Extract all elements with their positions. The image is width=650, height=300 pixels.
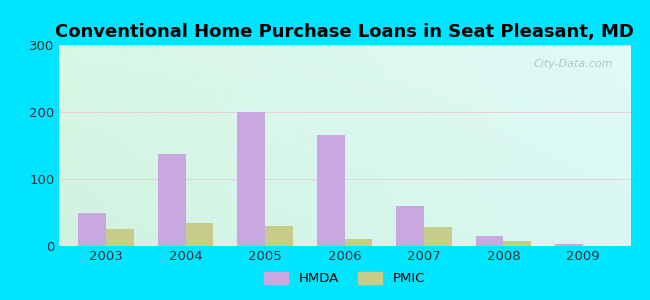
Bar	[344, 239, 372, 246]
Bar	[424, 227, 452, 246]
Legend: HMDA, PMIC: HMDA, PMIC	[259, 266, 430, 290]
Bar	[186, 223, 213, 246]
Bar	[265, 226, 293, 246]
Bar	[237, 112, 265, 246]
Bar	[555, 244, 583, 246]
Bar	[503, 241, 531, 246]
Title: Conventional Home Purchase Loans in Seat Pleasant, MD: Conventional Home Purchase Loans in Seat…	[55, 23, 634, 41]
Bar	[476, 236, 503, 246]
Bar	[317, 136, 345, 246]
Bar	[396, 206, 424, 246]
Bar	[158, 154, 186, 246]
Bar	[106, 229, 134, 246]
Text: City-Data.com: City-Data.com	[534, 59, 614, 69]
Bar	[79, 212, 106, 246]
